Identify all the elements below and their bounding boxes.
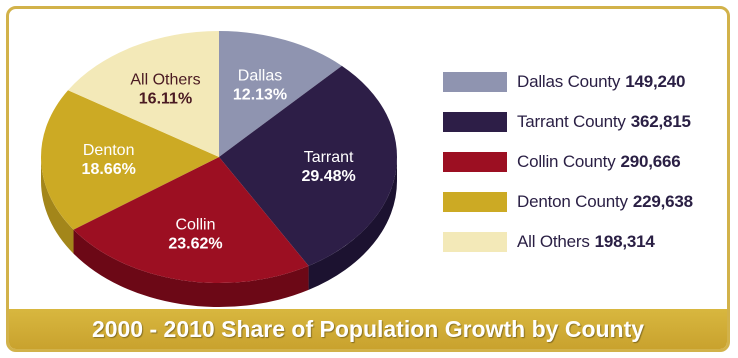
legend-value: 290,666: [620, 152, 681, 171]
slice-label-collin: Collin: [175, 216, 215, 233]
pie-slice-denton: [40, 90, 219, 230]
slice-label-tarrant: Tarrant: [304, 149, 354, 166]
legend-item-denton-county: Denton County 229,638: [443, 191, 727, 213]
slice-label-all-others: All Others: [130, 72, 200, 89]
legend-label: Dallas County 149,240: [517, 72, 686, 91]
slice-percent-all-others: 16.11%: [139, 91, 192, 108]
pie-side-tarrant: [308, 157, 397, 290]
pie-slice-collin: [73, 157, 309, 284]
slice-label-denton: Denton: [83, 142, 135, 159]
slice-percent-dallas: 12.13%: [233, 86, 287, 103]
slice-label-dallas: Dallas: [238, 67, 282, 84]
legend-item-tarrant-county: Tarrant County 362,815: [443, 111, 727, 133]
pie-slice-dallas: [219, 31, 342, 157]
slice-percent-collin: 23.62%: [168, 235, 222, 252]
legend-swatch: [443, 232, 507, 252]
pie-slice-tarrant: [219, 65, 398, 266]
chart-frame: Dallas 12.13% Tarrant 29.48% Collin 23.62% Den…: [6, 6, 730, 352]
legend-label: Collin County 290,666: [517, 152, 681, 171]
legend-value: 198,314: [594, 232, 655, 251]
legend-item-dallas-county: Dallas County 149,240: [443, 71, 727, 93]
legend-value: 362,815: [630, 112, 691, 131]
pie-side-collin: [73, 229, 309, 307]
pie-side-denton: [41, 157, 74, 254]
legend-label: Denton County 229,638: [517, 192, 693, 211]
slice-percent-tarrant: 29.48%: [301, 168, 355, 185]
pie-chart: Dallas 12.13% Tarrant 29.48% Collin 23.62% Den…: [40, 30, 398, 307]
legend-label: All Others 198,314: [517, 232, 655, 251]
legend-label: Tarrant County 362,815: [517, 112, 691, 131]
legend-swatch: [443, 152, 507, 172]
legend-item-collin-county: Collin County 290,666: [443, 151, 727, 173]
legend-swatch: [443, 192, 507, 212]
chart-title: 2000 - 2010 Share of Population Growth b…: [91, 315, 645, 342]
slice-percent-denton: 18.66%: [82, 161, 136, 178]
legend-swatch: [443, 72, 507, 92]
legend-value: 149,240: [625, 72, 686, 91]
pie-slice-all-others: [68, 30, 219, 157]
legend-value: 229,638: [632, 192, 693, 211]
legend: Dallas County 149,240 Tarrant County 362,81…: [443, 71, 727, 271]
legend-swatch: [443, 112, 507, 132]
legend-item-all-others: All Others 198,314: [443, 231, 727, 253]
title-bar: 2000 - 2010 Share of Population Growth b…: [9, 309, 727, 349]
